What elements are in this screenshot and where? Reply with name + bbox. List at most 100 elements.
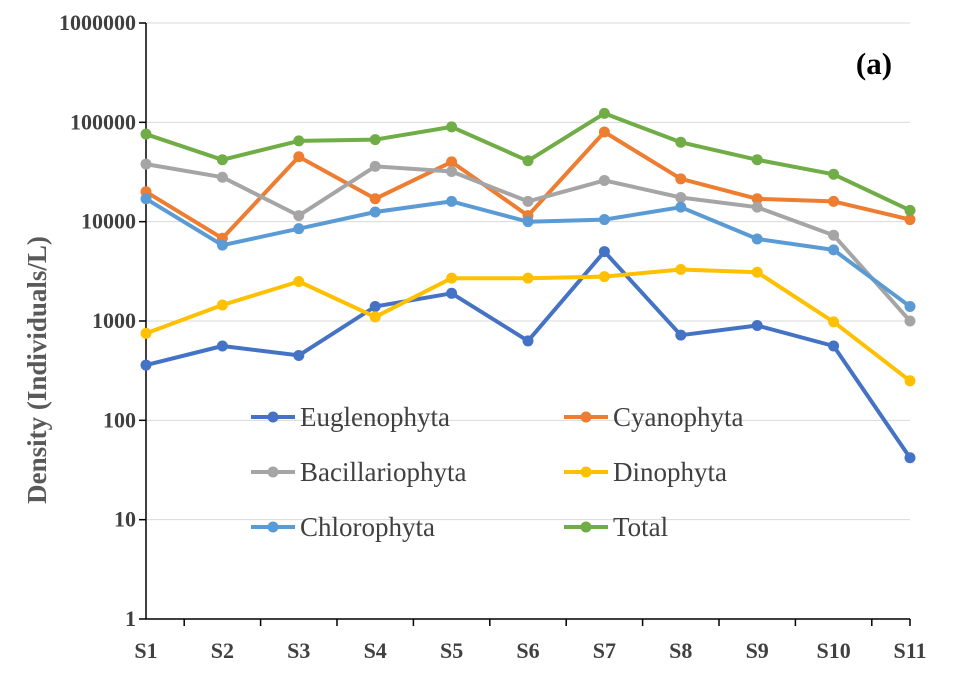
x-tick-label: S11 <box>893 638 926 663</box>
x-tick-label: S2 <box>211 638 234 663</box>
data-point <box>828 229 840 241</box>
data-point <box>140 193 152 205</box>
data-point <box>904 375 916 387</box>
data-point <box>751 154 763 166</box>
data-point <box>904 300 916 312</box>
data-point <box>904 315 916 327</box>
data-point <box>904 214 916 226</box>
data-point <box>675 192 687 204</box>
y-tick-label: 1000000 <box>59 10 136 35</box>
data-point <box>293 210 305 222</box>
x-tick-label: S1 <box>134 638 157 663</box>
legend-label: Chlorophyta <box>300 512 435 542</box>
data-point <box>293 223 305 235</box>
y-axis-label: Density (Individuals/L) <box>22 236 52 504</box>
axes <box>139 22 911 626</box>
legend-swatch-marker <box>580 521 592 533</box>
data-point <box>828 195 840 207</box>
y-tick-label: 100 <box>103 407 136 432</box>
data-point <box>369 160 381 172</box>
data-point <box>675 173 687 185</box>
data-point <box>675 263 687 275</box>
data-point <box>446 156 458 168</box>
data-point <box>369 300 381 312</box>
data-point <box>751 233 763 245</box>
series-total <box>140 107 916 216</box>
legend-label: Bacillariophyta <box>300 457 466 487</box>
data-point <box>293 349 305 361</box>
data-point <box>522 195 534 207</box>
data-point <box>216 171 228 183</box>
data-point <box>675 201 687 213</box>
data-point <box>598 174 610 186</box>
legend-item-chlorophyta: Chlorophyta <box>251 512 435 542</box>
x-tick-label: S5 <box>440 638 463 663</box>
legend-swatch-marker <box>267 521 279 533</box>
legend-item-euglenophyta: Euglenophyta <box>251 402 450 432</box>
data-point <box>446 272 458 284</box>
data-point <box>369 311 381 323</box>
x-tick-label: S3 <box>287 638 310 663</box>
series-bacillariophyta <box>140 158 916 327</box>
data-point <box>598 246 610 258</box>
legend-swatch-marker <box>580 411 592 423</box>
x-tick-label: S10 <box>816 638 850 663</box>
legend-item-cyanophyta: Cyanophyta <box>564 402 743 432</box>
series-dinophyta <box>140 263 916 387</box>
data-point <box>828 316 840 328</box>
x-tick-label: S8 <box>669 638 692 663</box>
x-tick-label: S4 <box>364 638 387 663</box>
legend-label: Dinophyta <box>613 457 727 487</box>
data-point <box>522 216 534 228</box>
data-point <box>751 266 763 278</box>
data-point <box>140 327 152 339</box>
data-point <box>293 151 305 163</box>
data-point <box>216 239 228 251</box>
data-point <box>828 168 840 180</box>
data-point <box>293 135 305 147</box>
legend-label: Euglenophyta <box>300 402 450 432</box>
legend-swatch-marker <box>267 411 279 423</box>
legend-item-dinophyta: Dinophyta <box>564 457 727 487</box>
x-tick-labels: S1 S2 S3 S4 S5 S6 S7 S8 S9 S10 S11 <box>134 638 926 663</box>
data-point <box>751 320 763 332</box>
data-point <box>904 452 916 464</box>
data-point <box>828 340 840 352</box>
gridlines <box>146 22 910 521</box>
legend-item-total: Total <box>564 512 668 542</box>
data-point <box>828 244 840 256</box>
legend-label: Cyanophyta <box>613 402 743 432</box>
data-point <box>751 193 763 205</box>
data-point <box>522 272 534 284</box>
data-point <box>369 193 381 205</box>
data-point <box>216 154 228 166</box>
y-tick-label: 10 <box>114 507 136 532</box>
data-point <box>369 206 381 218</box>
series-euglenophyta <box>140 246 916 464</box>
data-point <box>522 335 534 347</box>
data-point <box>446 287 458 299</box>
y-tick-labels: 1 10 100 1000 10000 100000 1000000 <box>59 10 136 631</box>
series-line <box>145 267 912 383</box>
data-point <box>675 329 687 341</box>
data-point <box>522 155 534 167</box>
legend-item-bacillariophyta: Bacillariophyta <box>251 457 466 487</box>
data-point <box>216 299 228 311</box>
data-point <box>140 359 152 371</box>
data-point <box>904 204 916 216</box>
data-point <box>598 126 610 138</box>
x-tick-label: S9 <box>746 638 769 663</box>
data-point <box>369 134 381 146</box>
y-tick-label: 1 <box>125 606 136 631</box>
data-point <box>675 136 687 148</box>
y-tick-label: 100000 <box>70 109 136 134</box>
data-point <box>446 195 458 207</box>
y-tick-label: 1000 <box>92 308 136 333</box>
data-point <box>598 271 610 283</box>
data-point <box>598 107 610 119</box>
data-point <box>446 121 458 133</box>
panel-label: (a) <box>856 46 892 81</box>
data-point <box>751 201 763 213</box>
legend-swatch-marker <box>580 466 592 478</box>
